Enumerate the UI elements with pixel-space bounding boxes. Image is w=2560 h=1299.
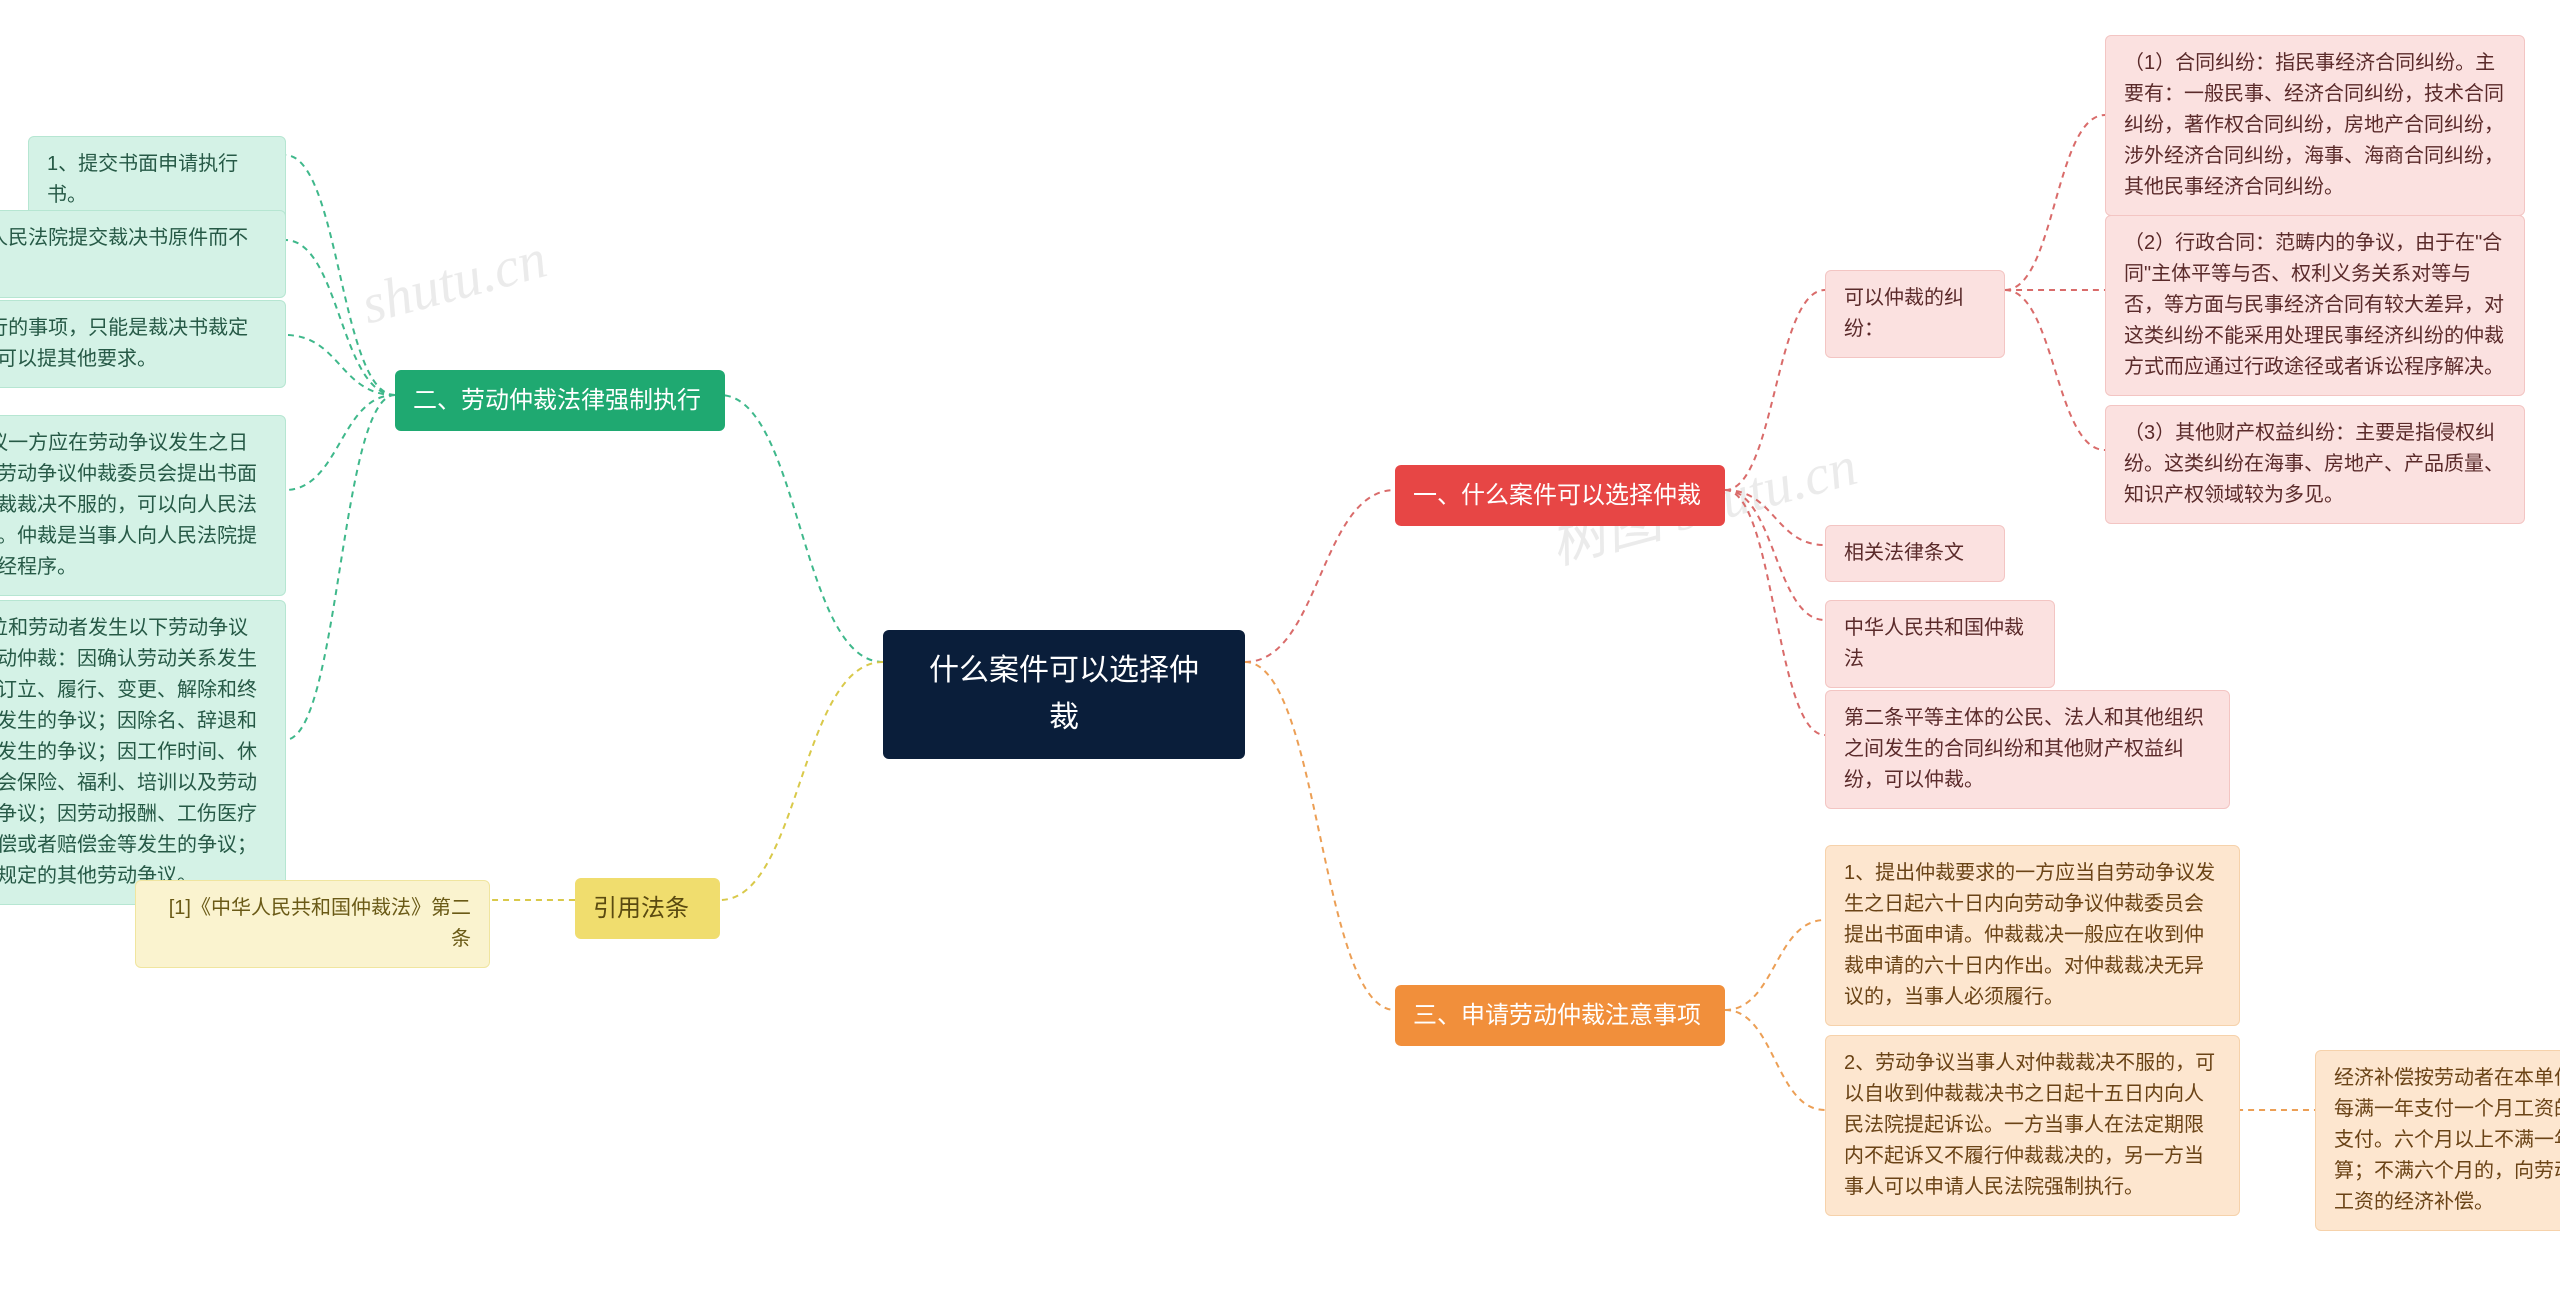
- one-law-name: 中华人民共和国仲裁法: [1825, 600, 2055, 688]
- two-i2: 2、需要向人民法院提交裁决书原件而不是复印件。: [0, 210, 286, 298]
- branch-three: 三、申请劳动仲裁注意事项: [1395, 985, 1725, 1046]
- two-i4: 4、劳动争议一方应在劳动争议发生之日起一年内向劳动争议仲裁委员会提出书面申请。对…: [0, 415, 286, 596]
- cite-ref: [1]《中华人民共和国仲裁法》第二条: [135, 880, 490, 968]
- one-d2: （2）行政合同：范畴内的争议，由于在"合同"主体平等与否、权利义务关系对等与否，…: [2105, 215, 2525, 396]
- branch-three-label: 三、申请劳动仲裁注意事项: [1413, 1002, 1701, 1029]
- three-i2-sub: 经济补偿按劳动者在本单位工作的年限，每满一年支付一个月工资的标准向劳动者支付。六…: [2315, 1050, 2560, 1231]
- root-node: 什么案件可以选择仲裁: [883, 630, 1245, 759]
- branch-two-label: 二、劳动仲裁法律强制执行: [413, 387, 701, 414]
- three-i2: 2、劳动争议当事人对仲裁裁决不服的，可以自收到仲裁裁决书之日起十五日内向人民法院…: [1825, 1035, 2240, 1216]
- branch-cite-label: 引用法条: [593, 895, 689, 922]
- root-label: 什么案件可以选择仲裁: [929, 654, 1199, 734]
- one-disputes-label: 可以仲裁的纠纷：: [1825, 270, 2005, 358]
- branch-one: 一、什么案件可以选择仲裁: [1395, 465, 1725, 526]
- two-i5: 5、用人单位和劳动者发生以下劳动争议可以申请劳动仲裁：因确认劳动关系发生的争议；…: [0, 600, 286, 905]
- one-d3: （3）其他财产权益纠纷：主要是指侵权纠纷。这类纠纷在海事、房地产、产品质量、知识…: [2105, 405, 2525, 524]
- branch-cite: 引用法条: [575, 878, 720, 939]
- three-i1: 1、提出仲裁要求的一方应当自劳动争议发生之日起六十日内向劳动争议仲裁委员会提出书…: [1825, 845, 2240, 1026]
- branch-one-label: 一、什么案件可以选择仲裁: [1413, 482, 1701, 509]
- two-i3: 3、申请执行的事项，只能是裁决书裁定的范围，不可以提其他要求。: [0, 300, 286, 388]
- branch-two: 二、劳动仲裁法律强制执行: [395, 370, 725, 431]
- one-law-art2: 第二条平等主体的公民、法人和其他组织之间发生的合同纠纷和其他财产权益纠纷，可以仲…: [1825, 690, 2230, 809]
- one-law-related: 相关法律条文: [1825, 525, 2005, 582]
- watermark: shutu.cn: [355, 227, 553, 338]
- one-d1: （1）合同纠纷：指民事经济合同纠纷。主要有：一般民事、经济合同纠纷，技术合同纠纷…: [2105, 35, 2525, 216]
